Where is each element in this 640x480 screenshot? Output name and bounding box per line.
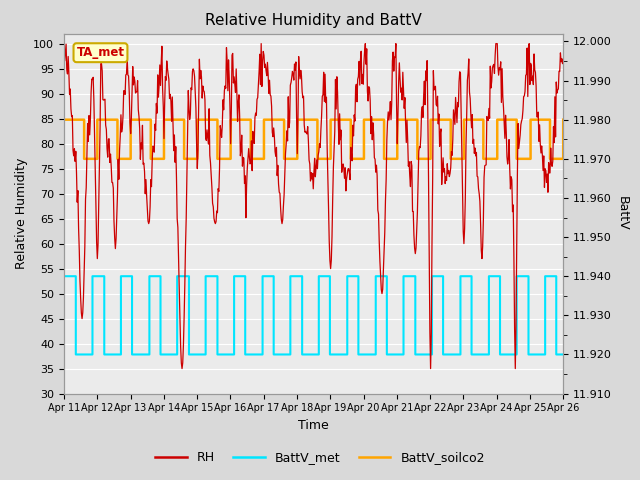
Legend: RH, BattV_met, BattV_soilco2: RH, BattV_met, BattV_soilco2 <box>150 446 490 469</box>
X-axis label: Time: Time <box>298 419 329 432</box>
Y-axis label: BattV: BattV <box>616 196 628 231</box>
Text: TA_met: TA_met <box>77 46 124 59</box>
Y-axis label: Relative Humidity: Relative Humidity <box>15 158 28 269</box>
Title: Relative Humidity and BattV: Relative Humidity and BattV <box>205 13 422 28</box>
